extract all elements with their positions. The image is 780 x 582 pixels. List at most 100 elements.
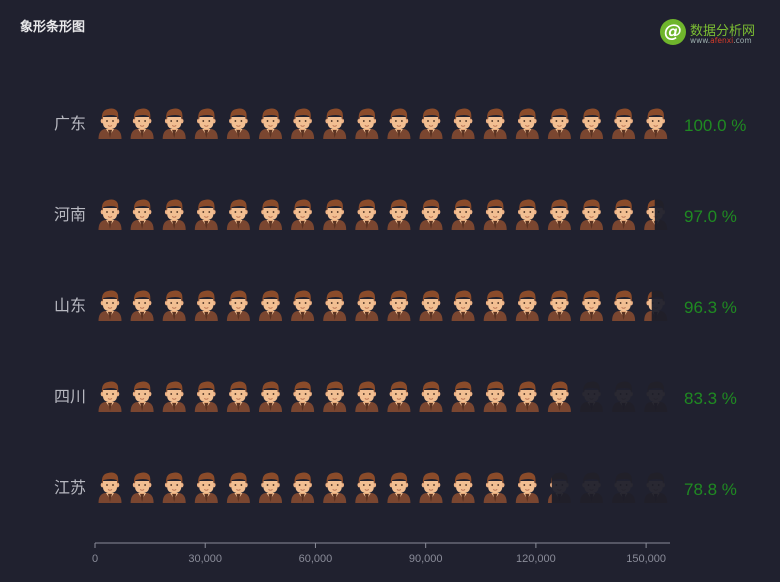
man-avatar-icon: [194, 472, 219, 504]
man-avatar-icon-filled: [322, 472, 347, 504]
man-avatar-icon-filled: [226, 381, 251, 413]
man-avatar-icon-filled: [130, 381, 155, 413]
man-avatar-icon: [515, 108, 540, 140]
man-avatar-icon-empty: [611, 472, 636, 504]
x-tick-label: 60,000: [299, 553, 333, 565]
man-avatar-icon: [130, 381, 155, 413]
man-avatar-icon-filled: [611, 290, 636, 322]
man-avatar-icon: [419, 290, 443, 322]
man-avatar-icon-filled: [98, 381, 122, 413]
man-avatar-icon: [98, 199, 122, 231]
man-avatar-icon-filled: [515, 108, 540, 140]
man-avatar-icon: [162, 381, 187, 413]
man-avatar-icon: [386, 290, 411, 322]
man-avatar-icon: [322, 381, 347, 413]
brand-name: 数据分析网: [690, 24, 756, 39]
x-tick-label: 120,000: [516, 553, 556, 565]
man-avatar-icon-filled: [515, 199, 540, 231]
value-label: 96.3 %: [684, 298, 737, 317]
man-avatar-icon-filled: [386, 381, 411, 413]
x-tick-label: 150,000: [626, 553, 666, 565]
man-avatar-icon-filled: [226, 108, 251, 140]
man-avatar-icon: [98, 472, 122, 504]
man-avatar-icon-filled: [98, 108, 122, 140]
man-avatar-icon: [483, 290, 508, 322]
man-avatar-icon-filled: [258, 290, 283, 322]
value-label: 100.0 %: [684, 116, 746, 135]
brand-watermark: @ 数据分析网 www.afenxi.com: [660, 19, 772, 47]
man-avatar-icon-filled: [354, 472, 379, 504]
man-avatar-icon: [611, 199, 636, 231]
man-avatar-icon-filled: [515, 290, 540, 322]
x-tick-label: 30,000: [188, 553, 222, 565]
man-avatar-icon-filled: [547, 290, 572, 322]
x-axis: 0 30,000 60,000 90,000 120,000 150,000: [92, 542, 670, 565]
bar-row: 广东 100.0 %: [54, 108, 746, 140]
man-avatar-icon: [547, 472, 572, 504]
man-avatar-icon-filled: [290, 472, 315, 504]
man-avatar-icon-filled: [419, 108, 443, 140]
man-avatar-icon: [130, 108, 155, 140]
man-avatar-icon: [162, 472, 187, 504]
man-avatar-icon: [130, 199, 155, 231]
man-avatar-icon-filled: [354, 381, 379, 413]
man-avatar-icon-filled: [98, 199, 122, 231]
category-label: 四川: [54, 387, 86, 406]
man-avatar-icon: [483, 199, 508, 231]
bar-row: 河南 97.0 %: [54, 199, 737, 231]
man-avatar-icon-filled: [162, 472, 187, 504]
man-avatar-icon: [130, 472, 155, 504]
man-avatar-icon-filled: [322, 381, 347, 413]
man-avatar-icon-filled: [98, 290, 122, 322]
man-avatar-icon: [226, 472, 251, 504]
man-avatar-icon-filled: [547, 199, 572, 231]
man-avatar-icon-filled: [515, 472, 540, 504]
man-avatar-icon: [354, 108, 379, 140]
man-avatar-icon: [579, 472, 604, 504]
man-avatar-icon: [162, 108, 187, 140]
man-avatar-icon: [98, 381, 122, 413]
man-avatar-icon-filled: [386, 472, 411, 504]
man-avatar-icon: [515, 381, 540, 413]
man-avatar-icon: [386, 199, 411, 231]
man-avatar-icon: [354, 472, 379, 504]
man-avatar-icon-filled: [579, 199, 604, 231]
man-avatar-icon-filled: [194, 381, 219, 413]
man-avatar-icon: [226, 290, 251, 322]
man-avatar-icon-filled: [162, 290, 187, 322]
man-avatar-icon: [354, 290, 379, 322]
man-avatar-icon: [451, 290, 476, 322]
man-avatar-icon-filled: [162, 108, 187, 140]
man-avatar-icon: [194, 199, 219, 231]
man-avatar-icon-filled: [258, 472, 283, 504]
man-avatar-icon: [579, 381, 604, 413]
man-avatar-icon-filled: [419, 290, 443, 322]
man-avatar-icon: [643, 290, 668, 322]
brand-logo-icon: @: [660, 19, 686, 45]
man-avatar-icon: [258, 108, 283, 140]
man-avatar-icon: [579, 290, 604, 322]
man-avatar-icon: [258, 290, 283, 322]
bar-row: 四川 83.3 %: [54, 381, 737, 413]
x-tick-label: 0: [92, 553, 98, 565]
man-avatar-icon-filled: [515, 381, 540, 413]
man-avatar-icon: [386, 108, 411, 140]
man-avatar-icon-filled: [483, 381, 508, 413]
man-avatar-icon-filled: [290, 108, 315, 140]
brand-url: www.afenxi.com: [690, 36, 752, 45]
man-avatar-icon-filled: [226, 472, 251, 504]
man-avatar-icon: [354, 381, 379, 413]
man-avatar-icon: [386, 472, 411, 504]
man-avatar-icon-empty: [579, 472, 604, 504]
man-avatar-icon-filled: [290, 381, 315, 413]
man-avatar-icon-filled: [258, 199, 283, 231]
man-avatar-icon-filled: [98, 472, 122, 504]
category-label: 山东: [54, 296, 86, 315]
man-avatar-icon-filled: [483, 472, 508, 504]
man-avatar-icon-filled: [162, 199, 187, 231]
man-avatar-icon: [258, 381, 283, 413]
man-avatar-icon: [483, 108, 508, 140]
man-avatar-icon-filled: [611, 108, 636, 140]
man-avatar-icon: [643, 381, 668, 413]
value-label: 97.0 %: [684, 207, 737, 226]
